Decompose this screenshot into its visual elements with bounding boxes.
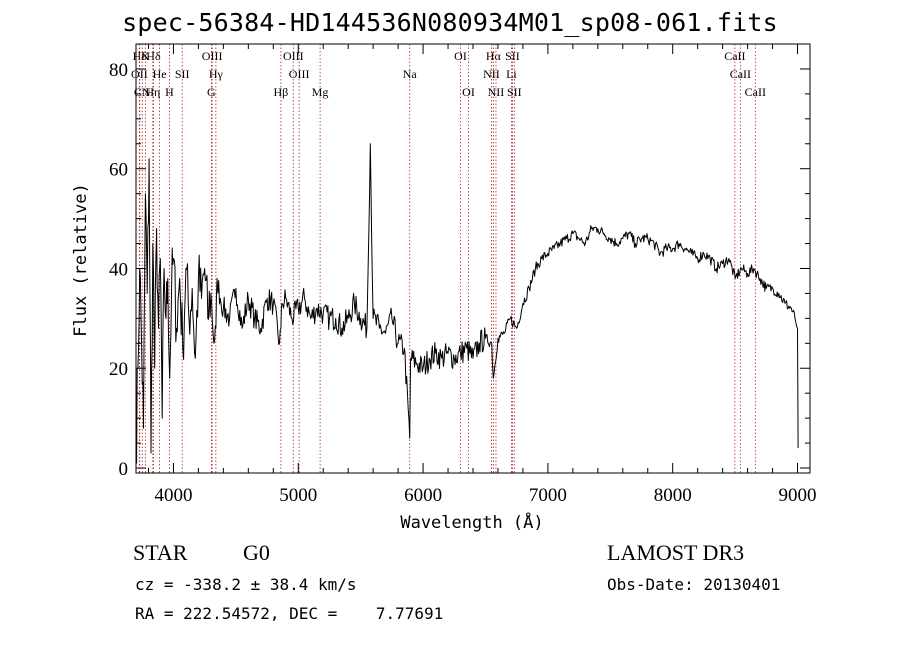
y-tick-label: 60 — [109, 160, 128, 181]
y-tick-label: 20 — [109, 359, 128, 380]
y-tick-label: 80 — [109, 60, 128, 81]
obs-date-text: Obs-Date: 20130401 — [607, 575, 781, 594]
coordinates-text: RA = 222.54572, DEC = 7.77691 — [135, 604, 444, 623]
x-tick-label: 8000 — [654, 485, 692, 506]
x-tick-label: 9000 — [779, 485, 817, 506]
axes-layer — [135, 43, 811, 474]
marker-label: He — [153, 67, 167, 81]
marker-label: Li — [506, 67, 517, 81]
marker-label: NII — [488, 85, 505, 99]
marker-label: SII — [507, 85, 522, 99]
ticks-layer: 4000 5000 6000 7000 8000 9000 0 20 40 60 80 — [109, 43, 817, 506]
marker-label: OI — [454, 49, 467, 63]
marker-label: CaII — [745, 85, 766, 99]
series-layer — [135, 143, 799, 464]
marker-label: SII — [175, 67, 190, 81]
x-tick-label: 4000 — [154, 485, 192, 506]
marker-label: Hβ — [274, 85, 289, 99]
y-axis-label: Flux (relative) — [71, 183, 91, 337]
marker-label: SII — [505, 49, 520, 63]
marker-label: H — [165, 85, 174, 99]
spectrum-line — [135, 143, 799, 464]
x-tick-label: 6000 — [404, 485, 442, 506]
marker-label: Hα — [486, 49, 502, 63]
marker-label: Hδ — [146, 49, 161, 63]
marker-label: K — [141, 49, 150, 63]
redshift-text: cz = -338.2 ± 38.4 km/s — [135, 575, 357, 594]
x-axis-label: Wavelength (Å) — [400, 511, 543, 533]
marker-label: OI — [462, 85, 475, 99]
x-tick-label: 7000 — [529, 485, 567, 506]
y-tick-label: 0 — [119, 459, 129, 480]
marker-label: OII — [131, 67, 148, 81]
plot-frame — [135, 43, 811, 474]
marker-label: G — [207, 85, 216, 99]
survey-name: LAMOST DR3 — [607, 540, 745, 565]
marker-label: NII — [483, 67, 500, 81]
marker-label: OIII — [202, 49, 223, 63]
spectral-subclass: G0 — [243, 540, 270, 565]
x-tick-label: 5000 — [279, 485, 317, 506]
marker-label: OIII — [289, 67, 310, 81]
marker-label: Na — [403, 67, 418, 81]
marker-label: CaII — [724, 49, 745, 63]
object-class: STAR — [133, 540, 188, 565]
marker-label: CaII — [730, 67, 751, 81]
y-tick-label: 40 — [109, 259, 128, 280]
marker-label: Hη — [145, 85, 160, 99]
chart-title: spec-56384-HD144536N080934M01_sp08-061.f… — [122, 8, 778, 37]
marker-label: Mg — [312, 85, 329, 99]
marker-label: CN — [134, 85, 151, 99]
marker-label: Hγ — [209, 67, 224, 81]
marker-label: OIII — [283, 49, 304, 63]
